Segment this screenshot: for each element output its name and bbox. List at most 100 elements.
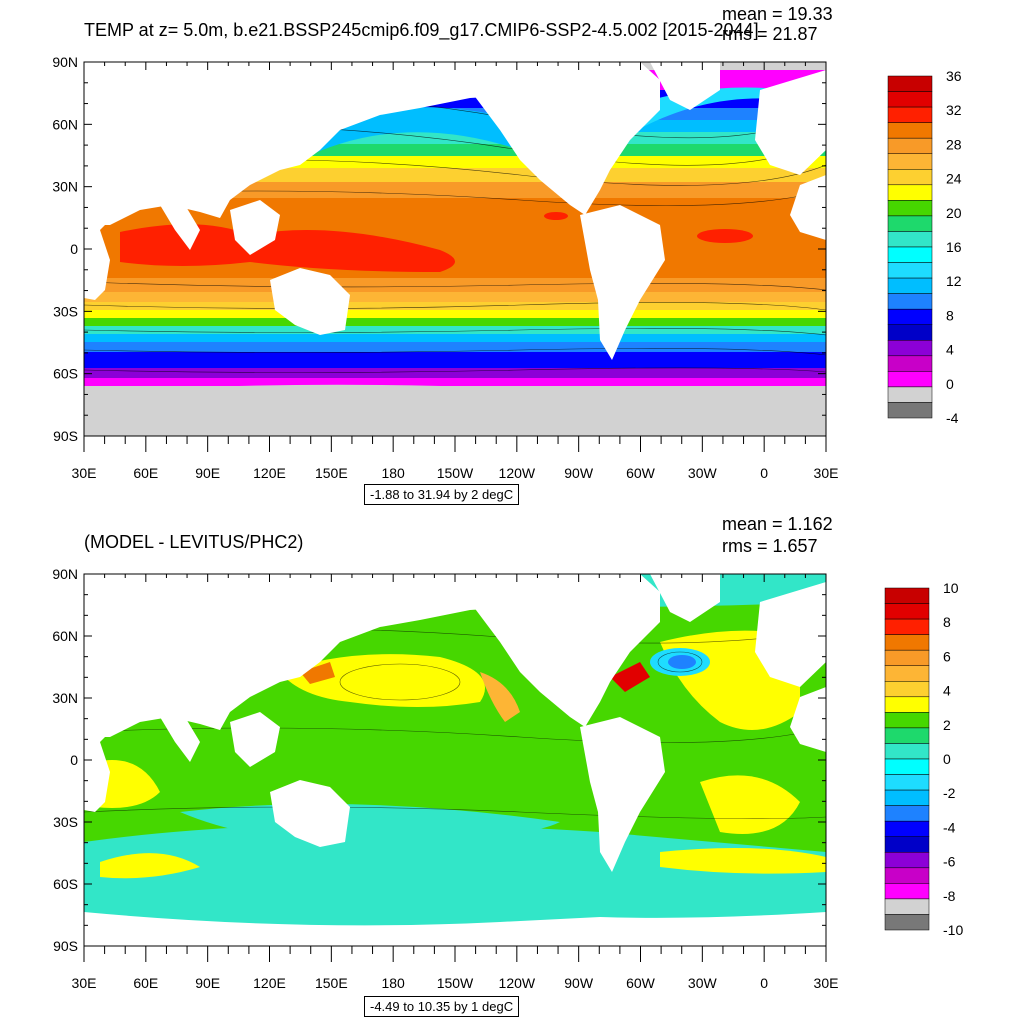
latitude-label: 60S <box>53 366 78 382</box>
longitude-labels: 30E 60E 90E 120E 150E 180 150W 120W 90W 60W 30W 0 30… <box>72 975 839 991</box>
colorbar-swatch <box>887 137 933 154</box>
longitude-label: 150W <box>437 975 474 991</box>
colorbar-swatch <box>887 106 933 123</box>
longitude-label: 30E <box>814 975 839 991</box>
colorbar-swatch <box>884 727 930 744</box>
colorbar-label: 4 <box>946 342 954 358</box>
colorbar-swatch <box>884 805 930 822</box>
difference-colorbar: 10 8 6 4 2 0 -2 -4 -6 -8 -10 <box>884 582 963 938</box>
colorbar-swatch <box>887 277 933 294</box>
mean-value: mean = 19.33 <box>722 4 833 24</box>
colorbar-swatch <box>884 898 930 915</box>
latitude-label: 30S <box>53 303 78 319</box>
latitude-labels: 90N 60N 30N 0 30S 60S 90S <box>52 54 78 444</box>
colorbar-swatch <box>887 371 933 388</box>
colorbar-swatch <box>887 169 933 186</box>
colorbar-swatch <box>887 153 933 170</box>
colorbar-label: -4 <box>943 819 956 835</box>
colorbar-swatch <box>887 293 933 310</box>
rms-value: rms = 1.657 <box>722 536 818 556</box>
colorbar-swatch <box>884 743 930 760</box>
colorbar-swatch <box>887 184 933 201</box>
contour-range-label: -4.49 to 10.35 by 1 degC <box>364 996 520 1017</box>
longitude-label: 120W <box>499 465 536 481</box>
colorbar-label: 8 <box>946 307 954 323</box>
temperature-map: 90N 60N 30N 0 30S 60S 90S 30E 60E 90E 120E 150E 180… <box>52 54 839 481</box>
colorbar-swatch <box>887 246 933 263</box>
colorbar-swatch <box>884 712 930 729</box>
latitude-label: 90S <box>53 428 78 444</box>
contour-range-label: -1.88 to 31.94 by 2 degC <box>364 484 520 505</box>
colorbar-label: 36 <box>946 68 962 84</box>
latitude-label: 90N <box>52 54 78 70</box>
colorbar-swatch <box>887 386 933 403</box>
colorbar-label: 0 <box>943 751 951 767</box>
colorbar-swatch <box>887 215 933 232</box>
longitude-label: 120W <box>499 975 536 991</box>
colorbar-label: 0 <box>946 376 954 392</box>
colorbar-swatch <box>884 665 930 682</box>
colorbar-swatch <box>887 355 933 372</box>
longitude-label: 180 <box>381 465 405 481</box>
difference-panel: (MODEL - LEVITUS/PHC2) mean = 1.162 rms … <box>0 512 1024 1024</box>
longitude-label: 90W <box>564 975 594 991</box>
longitude-label: 60W <box>626 465 656 481</box>
latitude-label: 60N <box>52 628 78 644</box>
latitude-label: 30N <box>52 179 78 195</box>
latitude-label: 0 <box>70 241 78 257</box>
colorbar-label: -4 <box>946 410 959 426</box>
colorbar-swatch <box>884 914 930 931</box>
colorbar-label: -6 <box>943 854 956 870</box>
colorbar-swatch <box>884 789 930 806</box>
longitude-label: 120E <box>253 465 286 481</box>
colorbar-swatch <box>884 774 930 791</box>
longitude-label: 0 <box>760 465 768 481</box>
longitude-label: 30E <box>72 975 97 991</box>
colorbar-label: 2 <box>943 717 951 733</box>
longitude-label: 150E <box>315 465 348 481</box>
colorbar-swatch <box>887 340 933 357</box>
colorbar-label: 20 <box>946 205 962 221</box>
longitude-labels: 30E 60E 90E 120E 150E 180 150W 120W 90W 60W 30W 0 30… <box>72 465 839 481</box>
colorbar-swatch <box>887 75 933 92</box>
longitude-label: 30W <box>688 465 718 481</box>
colorbar-swatch <box>884 649 930 666</box>
colorbar-swatch <box>887 324 933 341</box>
colorbar-swatch <box>884 618 930 635</box>
longitude-label: 150W <box>437 465 474 481</box>
colorbar-swatch <box>887 91 933 108</box>
colorbar-label: 10 <box>943 582 959 596</box>
latitude-label: 60S <box>53 876 78 892</box>
longitude-label: 30E <box>814 465 839 481</box>
longitude-label: 60E <box>133 465 158 481</box>
temperature-panel: TEMP at z= 5.0m, b.e21.BSSP245cmip6.f09_… <box>52 4 962 505</box>
colorbar-label: -8 <box>943 888 956 904</box>
longitude-label: 120E <box>253 975 286 991</box>
colorbar-swatch <box>884 696 930 713</box>
colorbar-swatch <box>884 758 930 775</box>
map-fill <box>84 62 826 436</box>
colorbar-swatch <box>887 262 933 279</box>
colorbar-label: 4 <box>943 683 951 699</box>
continents <box>84 574 826 946</box>
longitude-label: 0 <box>760 975 768 991</box>
colorbar-swatch <box>887 122 933 139</box>
colorbar-swatch <box>884 867 930 884</box>
colorbar-swatch <box>884 681 930 698</box>
colorbar-label: 6 <box>943 648 951 664</box>
colorbar-label: 28 <box>946 136 962 152</box>
temperature-colorbar: 36 32 28 24 20 16 12 8 4 0 -4 <box>887 68 962 426</box>
colorbar-label: 32 <box>946 102 962 118</box>
latitude-label: 60N <box>52 116 78 132</box>
colorbar-swatch <box>884 883 930 900</box>
longitude-label: 90E <box>195 465 220 481</box>
panel-title: (MODEL - LEVITUS/PHC2) <box>84 532 304 552</box>
continents <box>84 62 826 360</box>
colorbar-swatch <box>887 200 933 217</box>
colorbar-swatch <box>887 402 933 419</box>
colorbar-swatch <box>884 852 930 869</box>
panel-title: TEMP at z= 5.0m, b.e21.BSSP245cmip6.f09_… <box>84 20 759 40</box>
longitude-label: 60E <box>133 975 158 991</box>
longitude-label: 30E <box>72 465 97 481</box>
latitude-labels: 90N 60N 30N 0 30S 60S 90S <box>52 566 78 954</box>
